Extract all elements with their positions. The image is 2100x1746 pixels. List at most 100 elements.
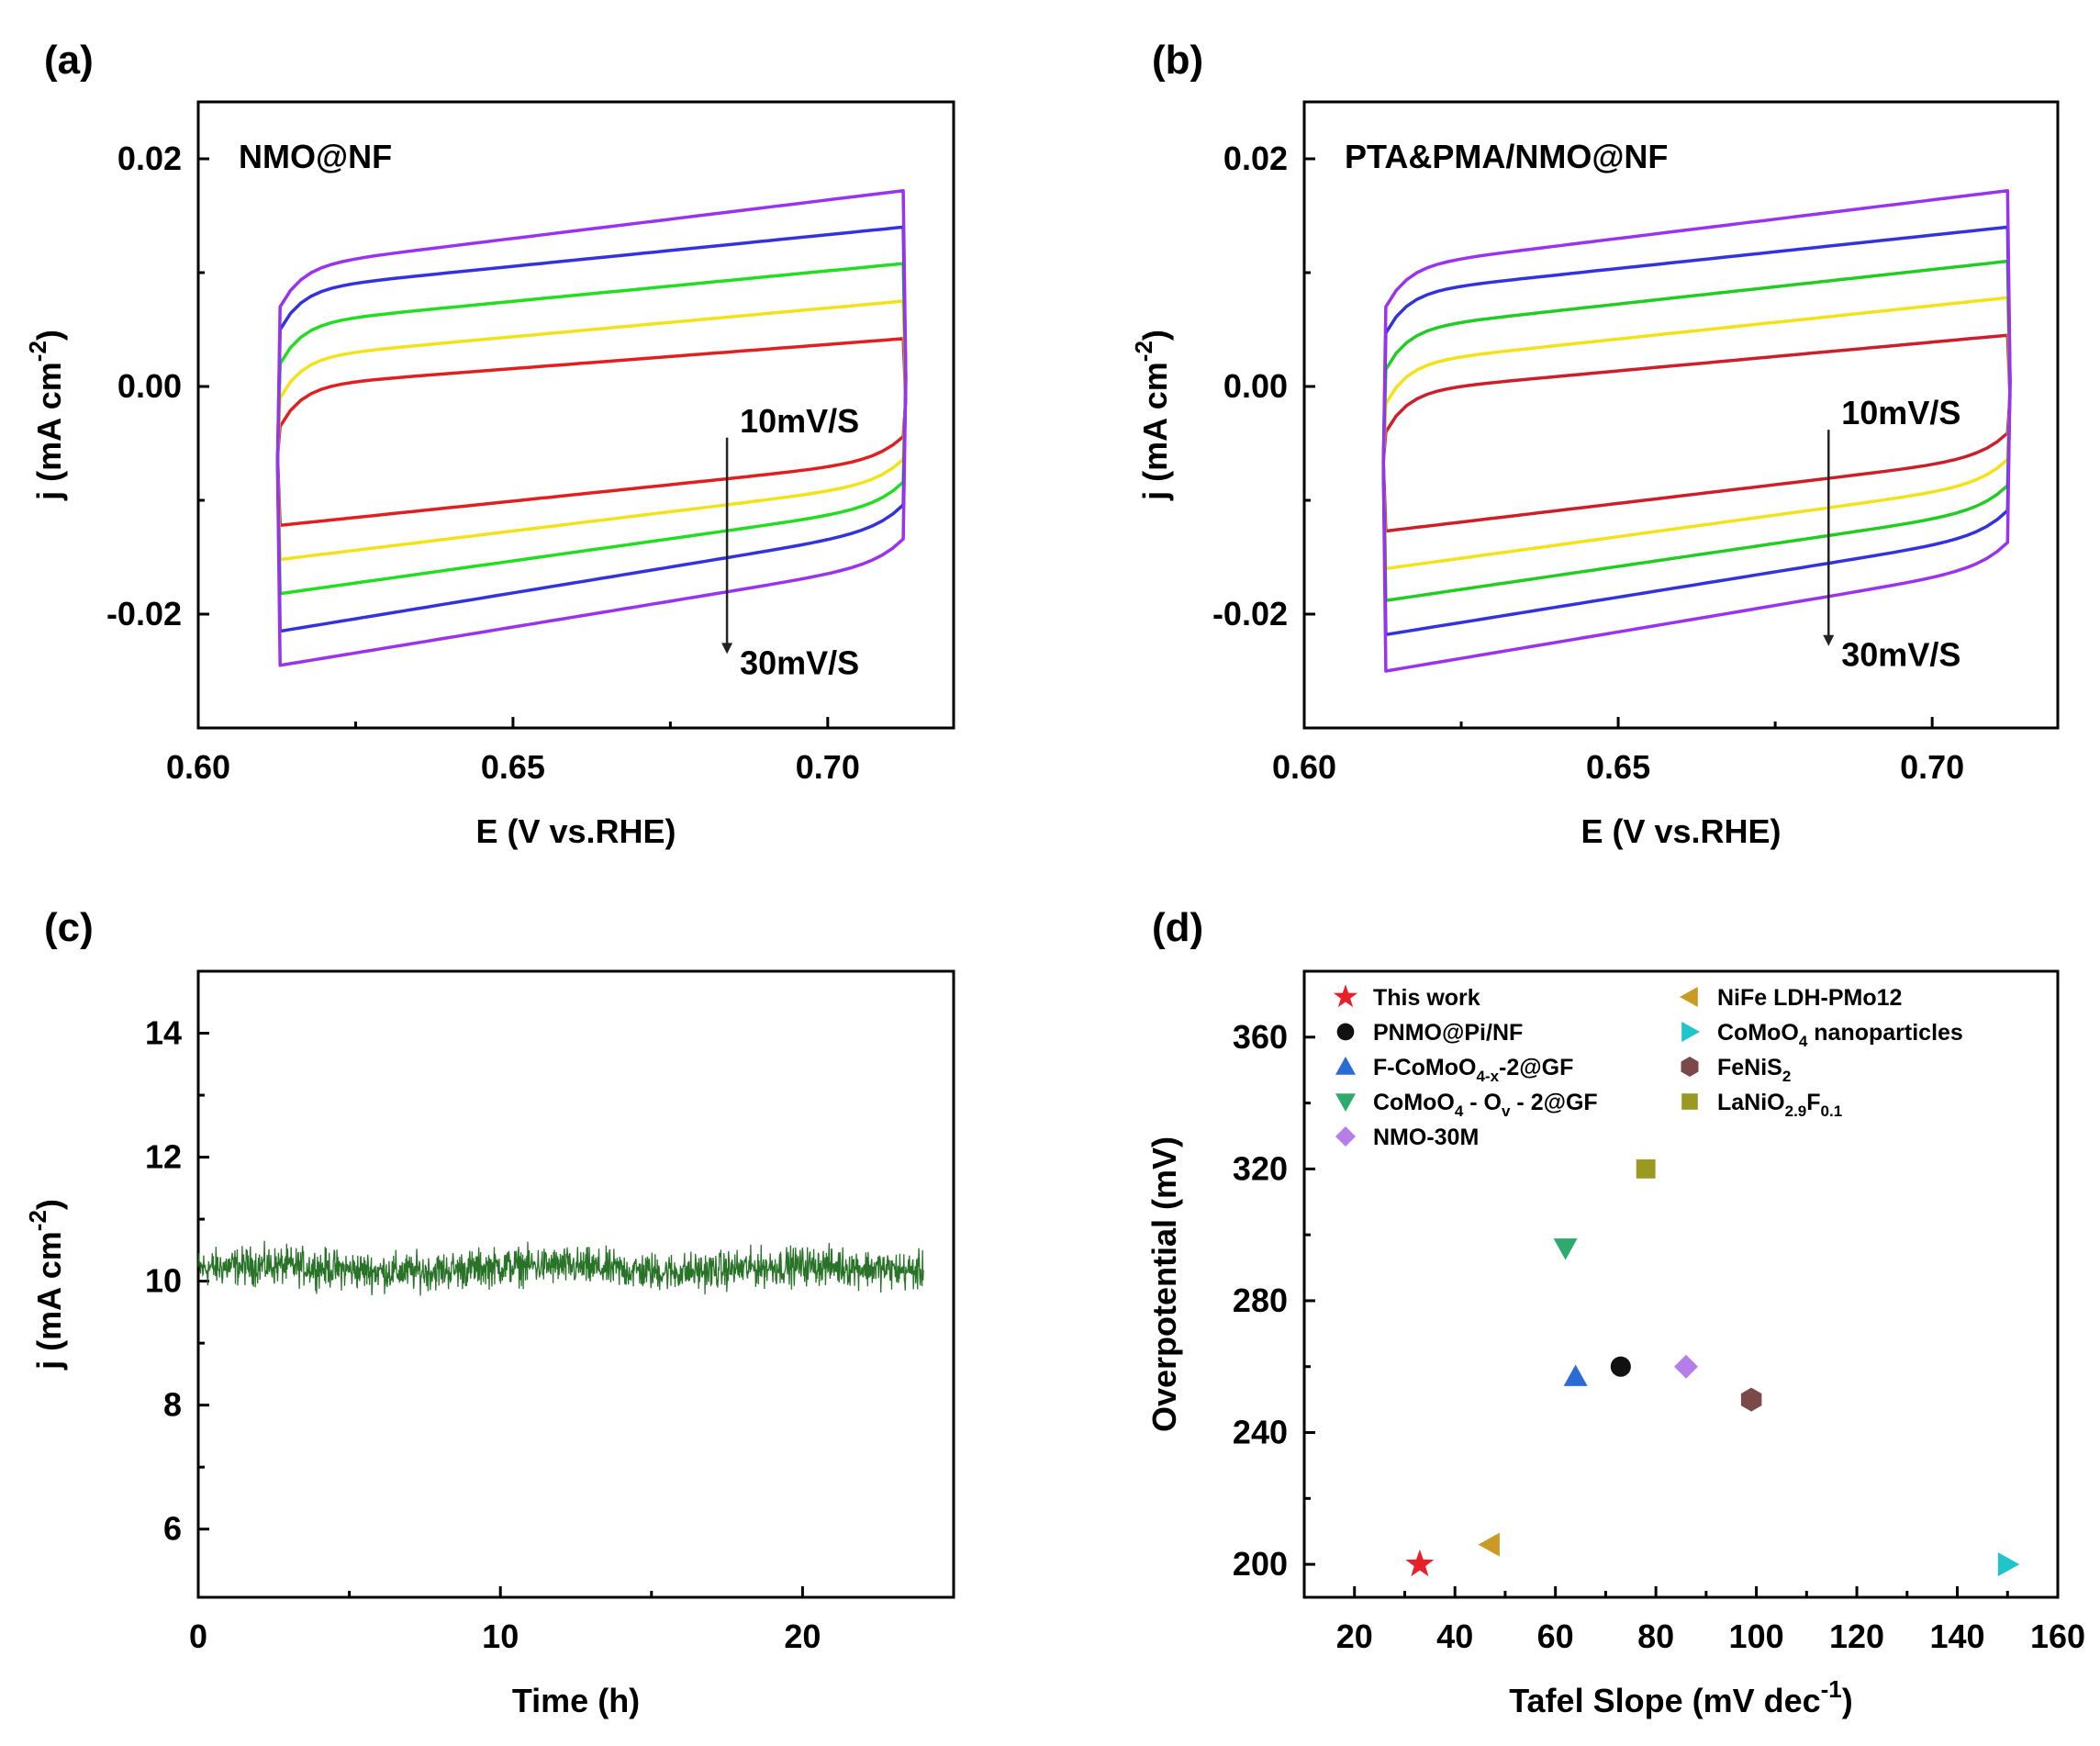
x-tick-label: 80 — [1637, 1617, 1674, 1655]
x-tick-label: 0.70 — [796, 748, 860, 786]
scan-rate-end-label: 30mV/S — [740, 644, 859, 681]
legend-label: F-CoMoO4-x-2@GF — [1373, 1055, 1573, 1085]
scan-rate-start-label: 10mV/S — [740, 402, 859, 440]
sample-label: PTA&PMA/NMO@NF — [1345, 138, 1668, 175]
legend-label-sub: 0.1 — [1821, 1102, 1843, 1120]
legend-label-part: F — [1806, 1090, 1820, 1115]
legend-label-part: - O — [1463, 1090, 1502, 1115]
panel-b: (b) 0.60 0.65 0.70 0.02 0.00 -0.02 E (V vs.RHE)… — [1130, 38, 2060, 850]
y-axis-title-main: j (mA cm — [30, 1231, 68, 1371]
x-axis-title: E (V vs.RHE) — [475, 812, 676, 850]
point-PNMO-Pi-NF — [1610, 1356, 1631, 1377]
legend-label-part: F-CoMoO — [1373, 1055, 1476, 1080]
panel-label: (d) — [1152, 905, 1203, 950]
legend-label: CoMoO4 nanoparticles — [1717, 1020, 1963, 1050]
y-tick-label: 14 — [145, 1014, 182, 1052]
x-tick-label: 0.65 — [1586, 748, 1650, 786]
x-axis-title-sup: -1 — [1821, 1675, 1842, 1703]
y-tick-label: 12 — [145, 1138, 182, 1176]
legend-label-part: FeNiS — [1717, 1055, 1782, 1080]
scan-rate-end-label: 30mV/S — [1841, 636, 1960, 674]
legend-marker — [1336, 1023, 1355, 1041]
legend-label: NiFe LDH-PMo12 — [1717, 985, 1902, 1011]
legend-marker — [1335, 1057, 1356, 1075]
x-tick-label: 60 — [1537, 1617, 1574, 1655]
legend-label: FeNiS2 — [1717, 1055, 1791, 1085]
cv-curve-15mV/S — [1381, 296, 2012, 571]
legend-label-part: NMO-30M — [1373, 1125, 1479, 1150]
x-tick-label: 0.60 — [1272, 748, 1336, 786]
legend-marker — [1335, 1093, 1356, 1112]
panel-a: (a) 0.60 0.65 0.70 0.02 0.00 -0.02 E (V vs.RHE)… — [24, 38, 955, 850]
legend-marker — [1681, 1093, 1698, 1110]
legend-label-sub: 4-x — [1476, 1068, 1499, 1085]
y-tick-label: 8 — [163, 1386, 182, 1424]
scan-rate-arrowhead — [721, 643, 733, 655]
legend-label-sub: 2 — [1782, 1068, 1791, 1085]
y-tick-label: 280 — [1233, 1282, 1288, 1319]
legend-marker — [1681, 1022, 1700, 1042]
legend-label-part: CoMoO — [1717, 1020, 1799, 1046]
panel-label: (a) — [44, 38, 94, 83]
y-axis-title: j (mA cm-2) — [24, 330, 68, 501]
y-tick-label: 10 — [145, 1262, 182, 1300]
cv-curve-30mV/S — [275, 188, 908, 667]
y-axis-title-sup: -2 — [24, 1210, 51, 1231]
x-tick-label: 120 — [1829, 1617, 1884, 1655]
y-tick-label: 240 — [1233, 1414, 1288, 1451]
y-axis-title-main: j (mA cm — [30, 362, 68, 501]
y-tick-label: 0.02 — [1223, 140, 1288, 177]
x-axis-title: Tafel Slope (mV dec-1) — [1509, 1675, 1853, 1719]
legend-label: This work — [1373, 985, 1480, 1011]
cv-curve-10mV/S — [1381, 333, 2012, 533]
x-tick-label: 20 — [784, 1617, 821, 1655]
x-tick-label: 140 — [1929, 1617, 1984, 1655]
y-tick-label: 200 — [1233, 1545, 1288, 1583]
legend-label: LaNiO2.9F0.1 — [1717, 1090, 1842, 1120]
y-axis-title-close: ) — [30, 1199, 68, 1210]
point-This-work — [1405, 1549, 1435, 1577]
y-axis-title-sup: -2 — [1130, 341, 1157, 362]
point-CoMoO4-nanoparticles — [1997, 1552, 2020, 1577]
point-CoMoO4-Ov-2-GF — [1553, 1238, 1578, 1260]
x-tick-label: 0 — [189, 1617, 207, 1655]
legend-label-part: CoMoO — [1373, 1090, 1455, 1115]
y-tick-label: -0.02 — [1212, 595, 1288, 632]
plot-frame — [196, 100, 955, 730]
x-tick-label: 10 — [482, 1617, 519, 1655]
legend-label-sub: v — [1502, 1102, 1511, 1120]
y-tick-label: 0.02 — [117, 140, 182, 177]
legend: This workPNMO@Pi/NFF-CoMoO4-x-2@GFCoMoO4… — [1333, 984, 1963, 1150]
x-axis-title-close: ) — [1842, 1682, 1853, 1719]
y-tick-label: -0.02 — [106, 595, 182, 632]
cv-curve-30mV/S — [1381, 188, 2012, 673]
panel-c: (c) 0 10 20 6 8 10 12 14 Time (h) j (mA cm-2) — [24, 905, 955, 1719]
legend-label-sub: 2.9 — [1785, 1102, 1807, 1120]
legend-marker — [1333, 984, 1358, 1008]
x-tick-label: 40 — [1436, 1617, 1473, 1655]
x-tick-label: 0.60 — [166, 748, 230, 786]
y-axis-title: j (mA cm-2) — [24, 1199, 68, 1371]
panel-d: (d) 20 40 60 80 100 120 140 160 200 240 280 320 360 Ta… — [1145, 905, 2085, 1719]
legend-label-part: - 2@GF — [1510, 1090, 1597, 1115]
y-tick-label: 360 — [1233, 1018, 1288, 1056]
legend-label: NMO-30M — [1373, 1125, 1479, 1150]
legend-label-part: LaNiO — [1717, 1090, 1785, 1115]
y-axis-title: j (mA cm-2) — [1130, 330, 1174, 501]
legend-label-part: This work — [1373, 985, 1480, 1011]
panel-label: (b) — [1152, 38, 1203, 83]
y-axis-title: Overpotential (mV) — [1145, 1136, 1183, 1432]
y-tick-label: 320 — [1233, 1149, 1288, 1187]
y-axis-title-close: ) — [1136, 330, 1174, 341]
legend-marker — [1680, 987, 1698, 1007]
scan-rate-start-label: 10mV/S — [1841, 394, 1960, 431]
scan-rate-arrowhead — [1823, 634, 1835, 646]
x-tick-label: 0.65 — [481, 748, 545, 786]
point-NiFe-LDH-PMo12 — [1478, 1532, 1500, 1557]
panel-label: (c) — [44, 905, 94, 950]
sample-label: NMO@NF — [239, 138, 392, 175]
legend-label-part: -2@GF — [1499, 1055, 1573, 1080]
x-tick-label: 160 — [2030, 1617, 2085, 1655]
x-axis-title: E (V vs.RHE) — [1581, 812, 1781, 850]
